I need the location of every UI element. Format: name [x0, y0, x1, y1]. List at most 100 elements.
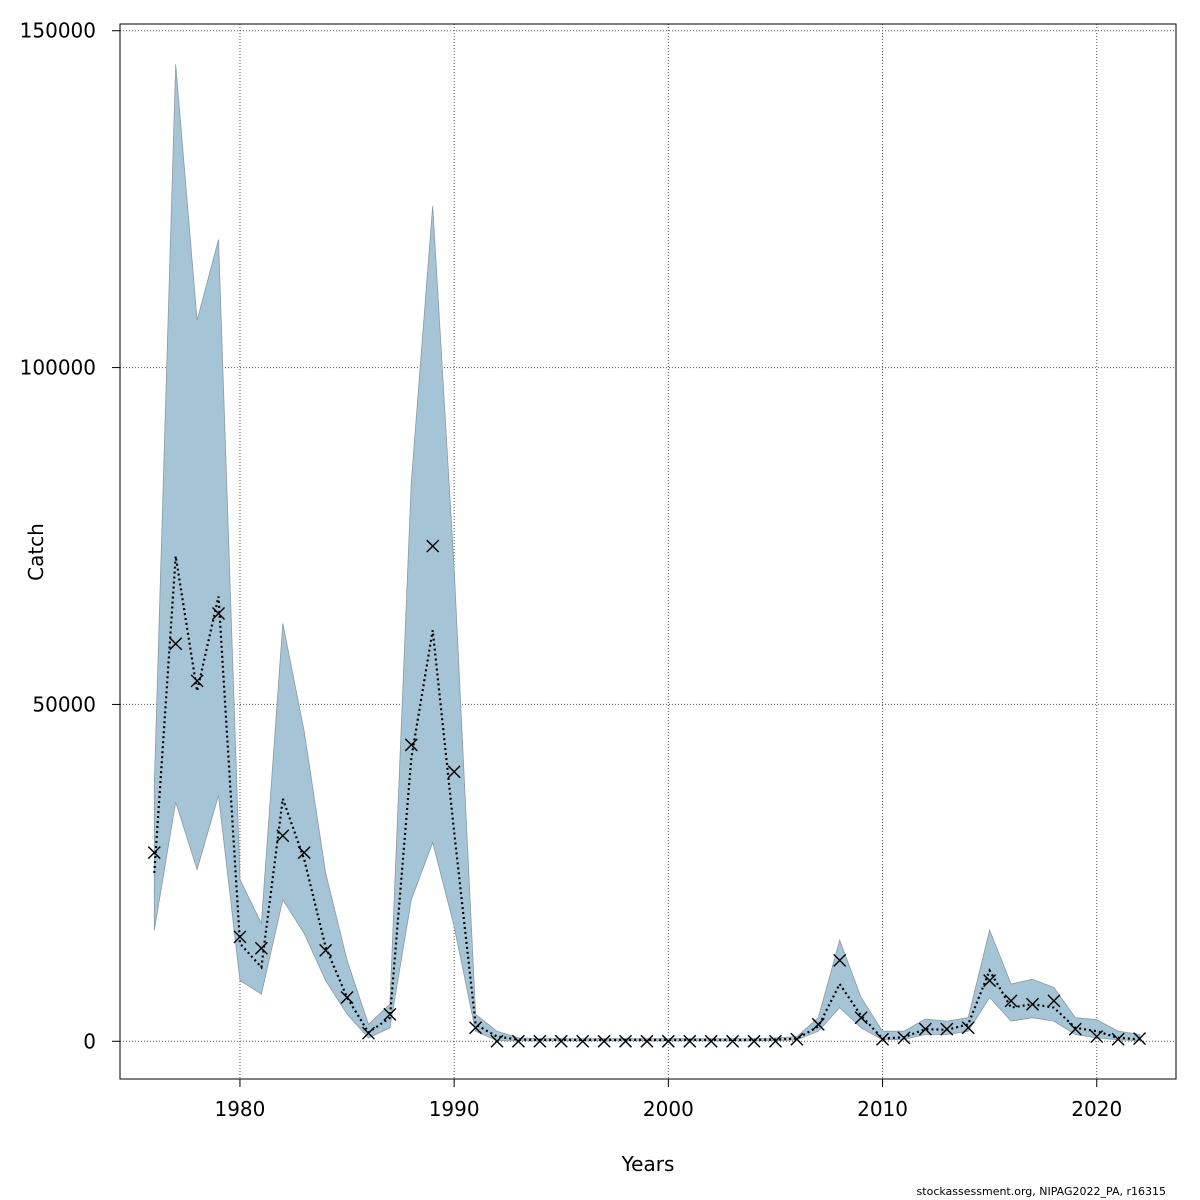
plot-frame	[119, 23, 1177, 1080]
x-tick-label: 2010	[857, 1097, 908, 1121]
point-stroke	[190, 674, 204, 688]
observed-points-layer	[147, 539, 1147, 1048]
observed-point	[469, 1021, 483, 1035]
x-axis-title: Years	[621, 1152, 675, 1176]
observed-point	[683, 1034, 697, 1048]
observed-point	[768, 1034, 782, 1048]
observed-point	[190, 674, 204, 688]
point-stroke	[768, 1034, 782, 1048]
point-stroke	[469, 1021, 483, 1035]
observed-point	[233, 930, 247, 944]
point-stroke	[983, 974, 997, 988]
point-stroke	[833, 953, 847, 967]
point-stroke	[619, 1034, 633, 1048]
observed-point	[897, 1031, 911, 1045]
observed-point	[597, 1034, 611, 1048]
point-stroke	[319, 943, 333, 957]
observed-point	[212, 606, 226, 620]
observed-point	[1133, 1032, 1147, 1046]
observed-point	[619, 1034, 633, 1048]
estimate-line-layer	[153, 556, 1140, 1042]
point-stroke	[254, 941, 268, 955]
point-stroke	[533, 1034, 547, 1048]
observed-point	[640, 1034, 654, 1048]
point-stroke	[683, 1034, 697, 1048]
observed-point	[704, 1034, 718, 1048]
point-stroke	[511, 1034, 525, 1048]
point-stroke	[811, 1017, 825, 1031]
x-tick-label: 2000	[643, 1097, 694, 1121]
observed-point	[961, 1021, 975, 1035]
observed-point	[361, 1026, 375, 1040]
observed-point	[1004, 994, 1018, 1008]
observed-point	[1090, 1030, 1104, 1044]
observed-point	[254, 941, 268, 955]
y-axis-title: Catch	[24, 523, 48, 581]
observed-point	[747, 1034, 761, 1048]
point-stroke	[383, 1007, 397, 1021]
observed-point	[1025, 997, 1039, 1011]
observed-point	[426, 539, 440, 553]
point-stroke	[404, 738, 418, 752]
point-stroke	[640, 1034, 654, 1048]
observed-point	[940, 1022, 954, 1036]
y-axis: 0 50000 100000 150000	[20, 19, 120, 1053]
point-stroke	[554, 1034, 568, 1048]
observed-point	[404, 738, 418, 752]
point-stroke	[661, 1034, 675, 1048]
y-tick-label: 100000	[20, 356, 96, 380]
observed-point	[876, 1032, 890, 1046]
observed-point	[319, 943, 333, 957]
point-stroke	[340, 990, 354, 1004]
x-tick-label: 2020	[1071, 1097, 1122, 1121]
observed-point	[276, 829, 290, 843]
point-stroke	[1068, 1022, 1082, 1036]
point-stroke	[297, 846, 311, 860]
observed-point	[726, 1034, 740, 1048]
observed-point	[511, 1034, 525, 1048]
point-stroke	[876, 1032, 890, 1046]
observed-point	[983, 974, 997, 988]
confidence-band	[153, 64, 1140, 1042]
observed-point	[833, 953, 847, 967]
point-stroke	[1133, 1032, 1147, 1046]
observed-point	[854, 1011, 868, 1025]
x-axis: 1980 1990 2000 2010 2020	[214, 1079, 1122, 1121]
point-stroke	[790, 1032, 804, 1046]
point-stroke	[361, 1026, 375, 1040]
point-stroke	[1090, 1030, 1104, 1044]
y-tick-label: 0	[83, 1029, 96, 1053]
confidence-band-layer	[153, 64, 1140, 1042]
footer-credit: stockassessment.org, NIPAG2022_PA, r1631…	[916, 1185, 1166, 1198]
observed-point	[490, 1034, 504, 1048]
observed-point	[1068, 1022, 1082, 1036]
observed-point	[576, 1034, 590, 1048]
point-stroke	[447, 765, 461, 779]
observed-point	[169, 637, 183, 651]
point-stroke	[212, 606, 226, 620]
observed-point	[340, 990, 354, 1004]
observed-point	[533, 1034, 547, 1048]
observed-point	[918, 1022, 932, 1036]
observed-point	[1047, 994, 1061, 1008]
point-stroke	[426, 539, 440, 553]
point-stroke	[169, 637, 183, 651]
observed-point	[790, 1032, 804, 1046]
y-tick-label: 150000	[20, 19, 96, 43]
point-stroke	[747, 1034, 761, 1048]
observed-point	[383, 1007, 397, 1021]
observed-point	[554, 1034, 568, 1048]
point-stroke	[576, 1034, 590, 1048]
point-stroke	[1111, 1032, 1125, 1046]
observed-point	[447, 765, 461, 779]
point-stroke	[726, 1034, 740, 1048]
point-stroke	[490, 1034, 504, 1048]
point-stroke	[1025, 997, 1039, 1011]
point-stroke	[897, 1031, 911, 1045]
point-stroke	[918, 1022, 932, 1036]
point-stroke	[961, 1021, 975, 1035]
point-stroke	[276, 829, 290, 843]
point-stroke	[233, 930, 247, 944]
point-stroke	[854, 1011, 868, 1025]
